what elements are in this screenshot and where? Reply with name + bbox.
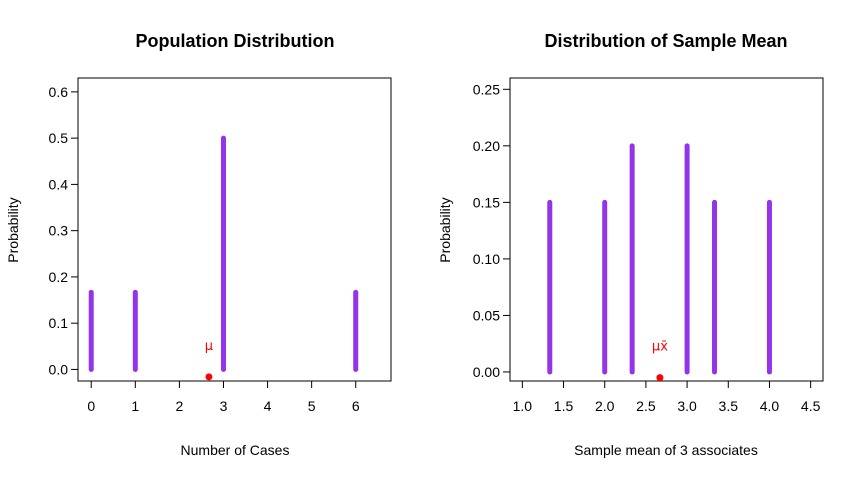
population-distribution-panel: Population Distribution Number of Cases … <box>5 31 392 458</box>
x-tick-label: 6 <box>352 398 360 414</box>
y-tick-label: 0.0 <box>49 361 69 377</box>
x-tick-label: 1 <box>131 398 139 414</box>
sample-mean-distribution-panel: Distribution of Sample Mean Sample mean … <box>437 31 824 458</box>
x-tick-label: 2.5 <box>636 398 656 414</box>
y-ticks: 0.0 0.1 0.2 0.3 0.4 0.5 0.6 <box>49 84 78 377</box>
y-tick-label: 0.2 <box>49 269 69 285</box>
x-tick-label: 5 <box>308 398 316 414</box>
mean-marker: μ <box>205 339 213 381</box>
y-tick-label: 0.4 <box>49 176 69 192</box>
x-tick-label: 1.0 <box>513 398 533 414</box>
x-ticks: 0 1 2 3 4 5 6 <box>87 381 360 414</box>
x-axis-label: Number of Cases <box>181 442 290 458</box>
x-tick-label: 4 <box>264 398 272 414</box>
y-tick-label: 0.6 <box>49 84 69 100</box>
y-tick-label: 0.3 <box>49 223 69 239</box>
x-tick-label: 3.0 <box>677 398 697 414</box>
x-tick-label: 4.5 <box>801 398 821 414</box>
y-axis-label: Probability <box>5 197 21 262</box>
x-tick-label: 2.0 <box>595 398 615 414</box>
x-ticks: 1.0 1.5 2.0 2.5 3.0 3.5 4.0 4.5 <box>513 381 821 414</box>
x-tick-label: 1.5 <box>554 398 574 414</box>
y-tick-label: 0.20 <box>473 138 500 154</box>
chart-title: Population Distribution <box>136 31 335 51</box>
x-tick-label: 3 <box>220 398 228 414</box>
mean-marker: μx̄ <box>652 340 668 382</box>
y-tick-label: 0.05 <box>473 307 500 323</box>
bars <box>88 135 359 372</box>
y-tick-label: 0.25 <box>473 81 500 97</box>
x-axis-label: Sample mean of 3 associates <box>574 442 758 458</box>
y-ticks: 0.00 0.05 0.10 0.15 0.20 0.25 <box>473 81 510 380</box>
x-tick-label: 2 <box>175 398 183 414</box>
y-tick-label: 0.00 <box>473 364 500 380</box>
x-tick-label: 3.5 <box>719 398 739 414</box>
y-tick-label: 0.10 <box>473 251 500 267</box>
bars <box>547 143 772 375</box>
mean-label: μx̄ <box>652 340 668 355</box>
mean-point <box>656 374 664 382</box>
plot-frame <box>77 77 392 382</box>
chart-title: Distribution of Sample Mean <box>544 31 787 51</box>
x-tick-label: 0 <box>87 398 95 414</box>
mean-label: μ <box>205 339 213 354</box>
mean-point <box>205 373 213 381</box>
y-tick-label: 0.5 <box>49 130 69 146</box>
plot-frame <box>509 77 824 382</box>
y-tick-label: 0.1 <box>49 315 69 331</box>
y-tick-label: 0.15 <box>473 194 500 210</box>
x-tick-label: 4.0 <box>760 398 780 414</box>
y-axis-label: Probability <box>437 197 453 262</box>
